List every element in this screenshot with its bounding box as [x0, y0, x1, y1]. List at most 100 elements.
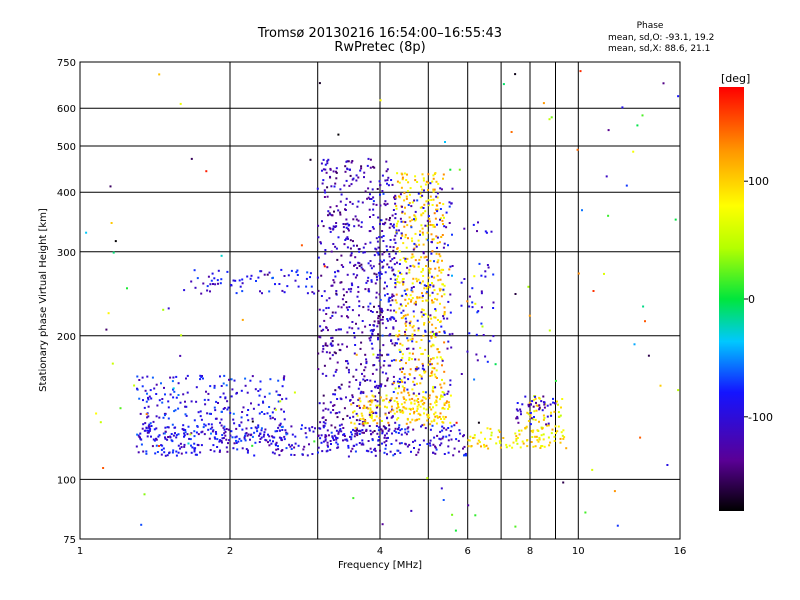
data-point: [359, 383, 361, 386]
data-point: [398, 377, 401, 380]
data-point: [174, 426, 177, 429]
data-point: [282, 378, 285, 381]
data-point: [379, 313, 382, 316]
data-point: [351, 160, 354, 162]
data-point: [260, 429, 263, 432]
data-point: [358, 406, 361, 409]
data-point: [542, 438, 545, 441]
data-point: [409, 368, 412, 371]
data-point: [404, 233, 407, 236]
data-point: [250, 402, 252, 405]
data-point: [443, 293, 446, 296]
data-point: [369, 216, 371, 218]
data-point: [422, 396, 425, 399]
data-point: [251, 375, 254, 378]
data-point: [415, 277, 418, 280]
data-point: [435, 377, 438, 379]
data-point: [193, 269, 196, 272]
data-point: [210, 412, 212, 415]
data-point: [378, 435, 381, 438]
data-point: [370, 417, 373, 420]
data-point: [485, 444, 488, 447]
data-point: [432, 177, 435, 180]
data-point: [394, 278, 397, 281]
data-point: [561, 398, 564, 400]
data-point: [417, 403, 420, 406]
data-point: [207, 392, 210, 395]
data-point: [275, 390, 278, 393]
data-point: [418, 296, 421, 299]
data-point: [236, 391, 238, 394]
data-point: [372, 165, 375, 168]
data-point: [416, 418, 419, 421]
data-point: [492, 335, 495, 338]
data-point: [560, 406, 562, 409]
data-point: [327, 210, 330, 213]
data-point: [85, 231, 88, 234]
data-point: [433, 418, 436, 421]
x-axis-label: Frequency [MHz]: [338, 560, 422, 571]
data-point: [607, 129, 610, 132]
data-point: [268, 392, 271, 395]
data-point: [371, 333, 374, 336]
data-point: [405, 304, 407, 307]
data-point: [241, 428, 244, 431]
data-point: [492, 273, 495, 276]
data-point: [334, 271, 336, 274]
data-point: [325, 374, 328, 377]
data-point: [434, 172, 437, 174]
data-point: [354, 430, 357, 433]
data-point: [213, 384, 216, 387]
data-point: [164, 437, 167, 440]
data-point: [436, 293, 439, 296]
data-point: [268, 435, 271, 438]
data-point: [396, 403, 399, 405]
data-point: [553, 402, 556, 405]
data-point: [375, 415, 378, 418]
data-point: [396, 222, 399, 225]
data-point: [418, 392, 421, 395]
data-point: [397, 406, 400, 409]
data-point: [273, 436, 276, 439]
data-point: [397, 432, 400, 434]
data-point: [408, 358, 411, 361]
data-point: [327, 329, 329, 332]
data-point: [448, 222, 451, 224]
data-point: [254, 426, 257, 429]
data-point: [382, 265, 385, 268]
data-point: [417, 327, 420, 330]
data-point: [355, 322, 357, 325]
data-point: [406, 347, 408, 350]
data-point: [380, 383, 383, 386]
data-point: [420, 425, 422, 428]
data-point: [173, 390, 176, 393]
data-point: [438, 331, 441, 333]
data-point: [391, 225, 394, 228]
data-point: [392, 454, 395, 457]
data-point: [421, 296, 424, 299]
data-point: [244, 434, 246, 437]
data-point: [532, 418, 535, 421]
data-point: [365, 395, 368, 398]
data-point: [233, 442, 236, 445]
data-point: [385, 160, 388, 163]
data-point: [416, 181, 419, 183]
data-point: [430, 275, 433, 278]
data-point: [449, 394, 452, 397]
colorbar: [719, 87, 744, 511]
data-point: [379, 277, 382, 280]
data-point: [365, 406, 368, 409]
data-point: [476, 359, 479, 362]
data-point: [443, 370, 446, 373]
data-point: [562, 481, 565, 484]
data-point: [346, 439, 349, 442]
data-point: [502, 437, 505, 439]
data-point: [370, 413, 373, 416]
data-point: [172, 434, 175, 437]
data-point: [422, 390, 425, 393]
data-point: [445, 428, 448, 431]
data-point: [422, 407, 425, 410]
data-point: [374, 395, 377, 398]
data-point: [411, 335, 414, 338]
data-point: [401, 353, 404, 356]
